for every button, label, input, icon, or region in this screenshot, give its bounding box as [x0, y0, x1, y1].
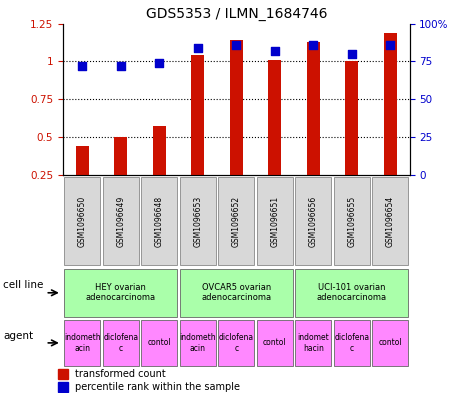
- Bar: [153, 127, 166, 175]
- Text: agent: agent: [3, 331, 33, 340]
- Text: GSM1096654: GSM1096654: [386, 195, 395, 247]
- Bar: [333, 177, 370, 265]
- Point: [271, 48, 279, 54]
- Text: HEY ovarian
adenocarcinoma: HEY ovarian adenocarcinoma: [86, 283, 156, 303]
- Text: GSM1096648: GSM1096648: [155, 195, 164, 247]
- Bar: [256, 320, 293, 366]
- Bar: [218, 177, 254, 265]
- Text: GSM1096656: GSM1096656: [309, 195, 318, 247]
- Bar: [103, 177, 139, 265]
- Text: diclofena
c: diclofena c: [219, 333, 254, 353]
- Text: UCI-101 ovarian
adenocarcinoma: UCI-101 ovarian adenocarcinoma: [317, 283, 387, 303]
- Point: [233, 42, 240, 48]
- Bar: [141, 177, 177, 265]
- Text: contol: contol: [263, 338, 287, 347]
- Text: indometh
acin: indometh acin: [180, 333, 216, 353]
- Bar: [141, 320, 177, 366]
- Title: GDS5353 / ILMN_1684746: GDS5353 / ILMN_1684746: [145, 7, 327, 21]
- Text: GSM1096655: GSM1096655: [347, 195, 356, 247]
- Text: percentile rank within the sample: percentile rank within the sample: [75, 382, 240, 392]
- Bar: [295, 320, 331, 366]
- Bar: [230, 40, 243, 175]
- Bar: [333, 320, 370, 366]
- Bar: [103, 320, 139, 366]
- Bar: [306, 42, 320, 175]
- Text: contol: contol: [148, 338, 171, 347]
- Point: [117, 63, 124, 69]
- Text: GSM1096650: GSM1096650: [78, 195, 87, 247]
- Bar: [372, 320, 408, 366]
- Bar: [64, 177, 100, 265]
- Text: GSM1096651: GSM1096651: [270, 195, 279, 247]
- Bar: [383, 33, 397, 175]
- Text: transformed count: transformed count: [75, 369, 166, 379]
- Bar: [64, 269, 177, 317]
- Text: contol: contol: [378, 338, 402, 347]
- Bar: [256, 177, 293, 265]
- Bar: [218, 320, 254, 366]
- Point: [348, 51, 356, 57]
- Bar: [180, 177, 216, 265]
- Bar: [295, 177, 331, 265]
- Bar: [191, 55, 204, 175]
- Bar: [268, 60, 282, 175]
- Bar: [114, 137, 127, 175]
- Bar: [180, 320, 216, 366]
- Text: GSM1096652: GSM1096652: [232, 195, 241, 247]
- Text: indometh
acin: indometh acin: [64, 333, 100, 353]
- Bar: [58, 369, 68, 379]
- Bar: [295, 269, 408, 317]
- Point: [310, 42, 317, 48]
- Point: [194, 45, 201, 51]
- Bar: [76, 146, 89, 175]
- Bar: [180, 269, 293, 317]
- Point: [156, 60, 163, 66]
- Text: indomet
hacin: indomet hacin: [297, 333, 329, 353]
- Text: diclofena
c: diclofena c: [334, 333, 369, 353]
- Point: [79, 63, 86, 69]
- Text: GSM1096653: GSM1096653: [193, 195, 202, 247]
- Bar: [58, 382, 68, 392]
- Text: OVCAR5 ovarian
adenocarcinoma: OVCAR5 ovarian adenocarcinoma: [201, 283, 271, 303]
- Point: [387, 42, 394, 48]
- Bar: [345, 61, 359, 175]
- Text: GSM1096649: GSM1096649: [116, 195, 125, 247]
- Bar: [64, 320, 100, 366]
- Text: diclofena
c: diclofena c: [103, 333, 138, 353]
- Bar: [372, 177, 408, 265]
- Text: cell line: cell line: [3, 280, 44, 290]
